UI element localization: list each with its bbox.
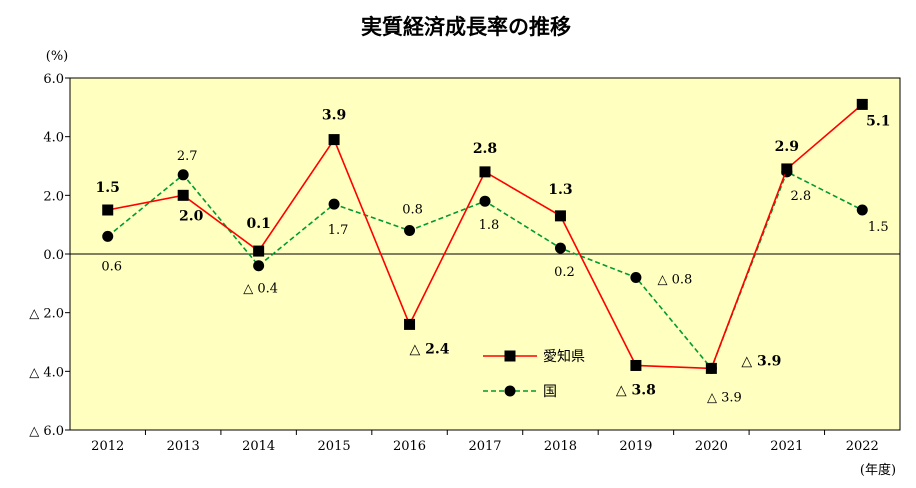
japan-value-label: 2.8 <box>790 189 811 204</box>
x-tick-label: 2021 <box>770 439 803 454</box>
japan-point <box>253 260 265 272</box>
legend-square-marker <box>504 350 516 362</box>
x-tick-label: 2015 <box>318 439 351 454</box>
japan-value-label: △ 3.9 <box>707 390 742 405</box>
aichi-point <box>253 245 265 257</box>
y-tick-label: △ 2.0 <box>29 307 64 322</box>
japan-point <box>102 230 114 242</box>
x-axis: 2012 2013 2014 2015 2016 2017 2018 2019 2020 2021… <box>91 430 879 454</box>
japan-value-label: 1.8 <box>479 218 500 233</box>
aichi-value-label: △ 3.9 <box>741 353 781 369</box>
aichi-value-label: 1.3 <box>548 182 572 198</box>
japan-value-label: 2.7 <box>177 149 198 164</box>
y-tick-label: 6.0 <box>43 72 64 87</box>
aichi-point <box>177 189 189 201</box>
aichi-value-label: 1.5 <box>96 180 120 196</box>
japan-point <box>177 169 189 181</box>
aichi-point <box>856 98 868 110</box>
aichi-value-label: 2.0 <box>179 208 204 224</box>
japan-point <box>479 195 491 207</box>
y-axis-unit-label: (%) <box>46 49 69 64</box>
aichi-point <box>328 134 340 146</box>
japan-value-label: 0.2 <box>554 265 575 280</box>
x-axis-unit-label: (年度) <box>860 462 896 478</box>
aichi-point <box>554 210 566 222</box>
japan-value-label: △ 0.4 <box>243 282 278 297</box>
x-tick-label: 2016 <box>393 439 426 454</box>
japan-point <box>404 225 416 237</box>
x-tick-label: 2018 <box>544 439 577 454</box>
data-labels: 1.5 2.0 0.1 3.9 △ 2.4 2.8 1.3 △ 3.8 △ 3.9 2.9 5.1 0… <box>96 108 891 406</box>
y-tick-label: 4.0 <box>43 131 64 146</box>
aichi-value-label: 2.8 <box>473 141 497 157</box>
japan-value-label: 1.7 <box>328 223 349 238</box>
japan-value-label: △ 0.8 <box>658 272 693 287</box>
japan-point <box>554 242 566 254</box>
aichi-point <box>630 359 642 371</box>
y-tick-label: △ 6.0 <box>29 424 64 439</box>
aichi-point <box>705 362 717 374</box>
aichi-value-label: 2.9 <box>775 139 799 155</box>
x-tick-label: 2019 <box>619 439 652 454</box>
aichi-value-label: △ 2.4 <box>410 341 450 357</box>
japan-point <box>856 204 868 216</box>
aichi-value-label: 5.1 <box>866 113 890 129</box>
chart-title: 実質経済成長率の推移 <box>361 15 571 39</box>
x-tick-label: 2014 <box>242 439 275 454</box>
y-tick-label: 2.0 <box>43 189 64 204</box>
y-axis: 6.0 4.0 2.0 0.0 △ 2.0 △ 4.0 △ 6.0 <box>29 72 70 439</box>
x-tick-label: 2012 <box>91 439 124 454</box>
y-tick-label: 0.0 <box>43 248 64 263</box>
y-tick-label: △ 4.0 <box>29 365 64 380</box>
x-tick-label: 2022 <box>846 439 879 454</box>
x-tick-label: 2017 <box>468 439 501 454</box>
aichi-value-label: 0.1 <box>246 216 270 232</box>
aichi-value-label: △ 3.8 <box>616 382 656 398</box>
x-tick-label: 2013 <box>167 439 200 454</box>
japan-point <box>328 198 340 210</box>
x-tick-label: 2020 <box>695 439 728 454</box>
japan-value-label: 0.8 <box>402 203 423 218</box>
legend-label: 愛知県 <box>543 348 585 365</box>
aichi-point <box>479 166 491 178</box>
aichi-point <box>404 318 416 330</box>
series-layer <box>102 98 868 374</box>
japan-point <box>630 271 642 283</box>
aichi-point <box>102 204 114 216</box>
japan-value-label: 0.6 <box>101 259 122 274</box>
legend-label: 国 <box>543 384 557 400</box>
aichi-value-label: 3.9 <box>322 108 346 124</box>
aichi-point <box>781 163 793 175</box>
legend-circle-marker <box>504 385 516 397</box>
japan-value-label: 1.5 <box>868 220 889 235</box>
